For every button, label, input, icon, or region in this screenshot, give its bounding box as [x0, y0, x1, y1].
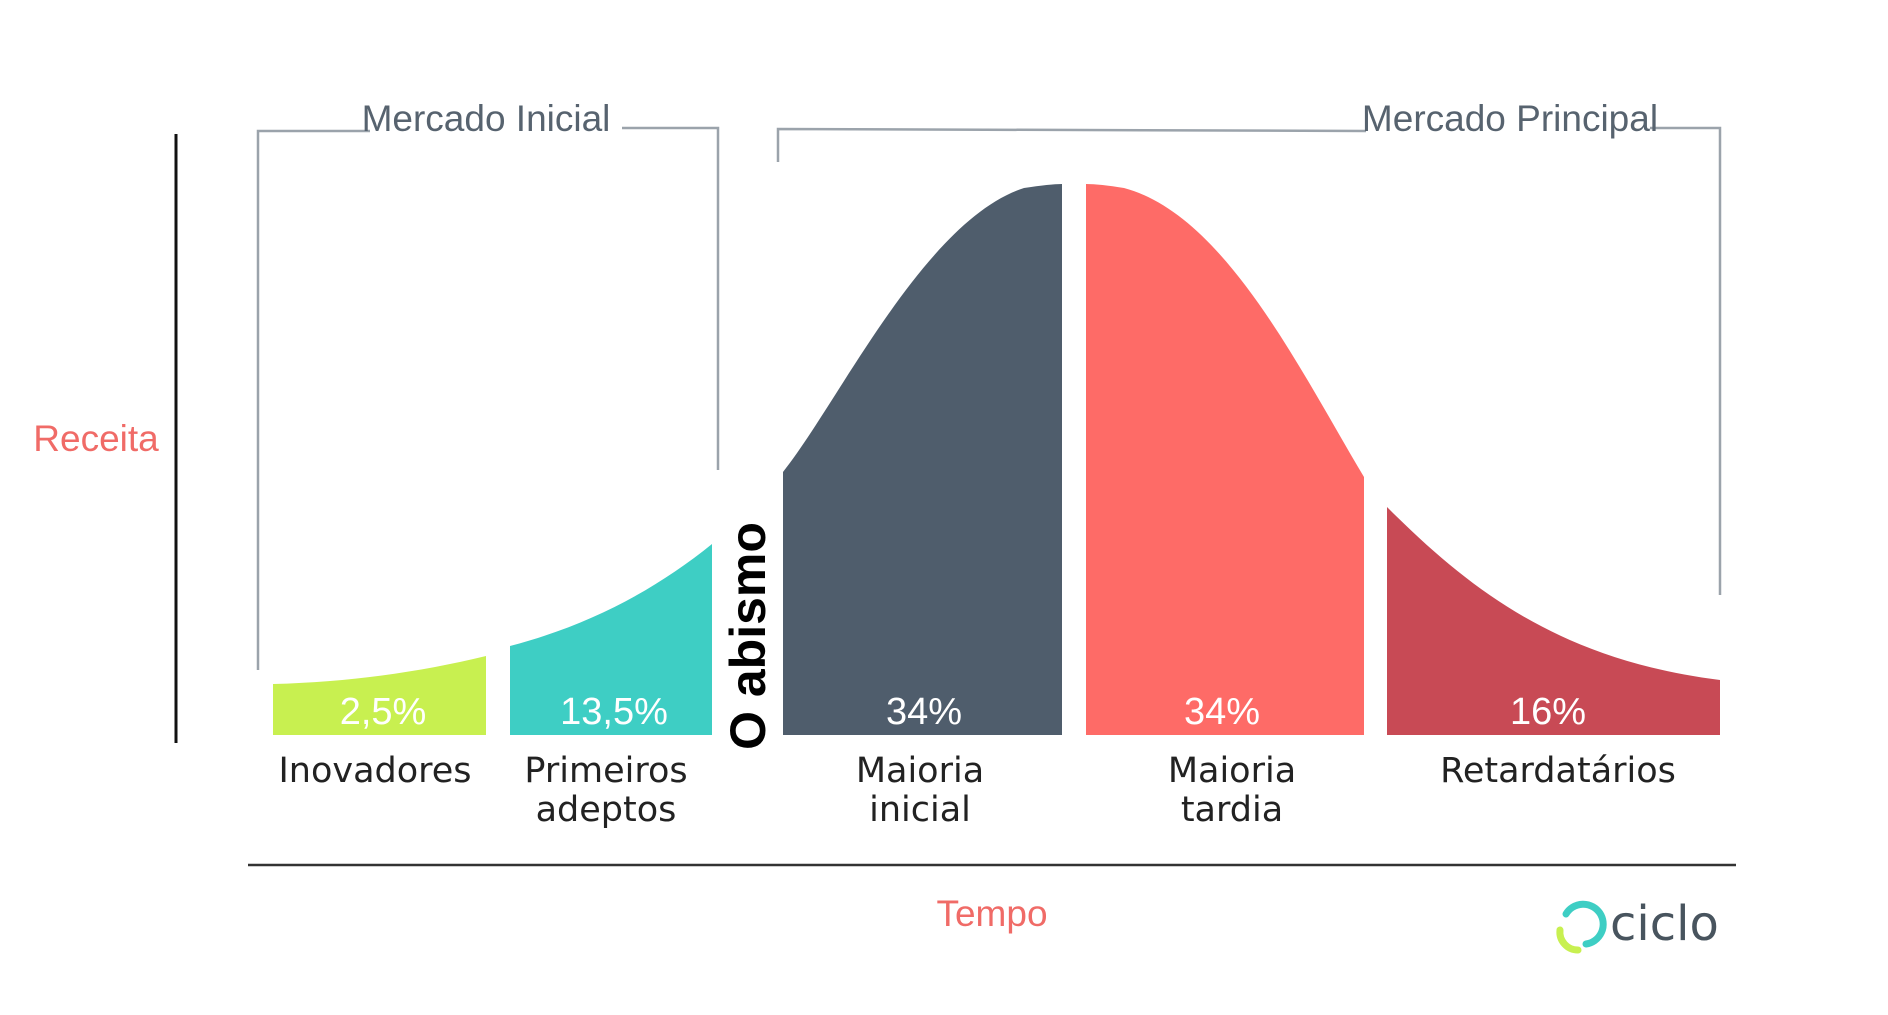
- ciclo-logo-icon: [1556, 900, 1607, 954]
- segment-innovators-label: Inovadores: [278, 751, 471, 791]
- segment-late-majority-percent: 34%: [1184, 691, 1260, 733]
- main-market-label: Mercado Principal: [1362, 98, 1658, 139]
- segment-late-majority-label-line2: tardia: [1181, 790, 1283, 830]
- segment-early-majority-percent: 34%: [886, 691, 962, 733]
- chasm-label: O abismo: [720, 522, 776, 750]
- segment-innovators-area: [273, 656, 486, 735]
- segment-early-adopters-percent: 13,5%: [560, 691, 668, 733]
- segment-late-majority-label-line1: Maioria: [1168, 751, 1296, 791]
- segment-early-majority-area: [783, 184, 1062, 735]
- segment-early-majority-label-line2: inicial: [869, 790, 971, 830]
- ciclo-logo: ciclo: [1556, 896, 1719, 954]
- segment-early-adopters-label-line1: Primeiros: [524, 751, 687, 791]
- main-market-bracket: Mercado Principal: [776, 98, 1722, 595]
- segment-early-majority-label-line1: Maioria: [856, 751, 984, 791]
- x-axis-label: Tempo: [936, 893, 1047, 934]
- segment-laggards-label: Retardatários: [1440, 751, 1676, 791]
- segment-early-adopters-area: [510, 544, 712, 735]
- initial-market-label: Mercado Inicial: [362, 98, 611, 139]
- segment-laggards-percent: 16%: [1510, 691, 1586, 733]
- initial-market-bracket: Mercado Inicial: [256, 98, 720, 670]
- segment-late-majority-area: [1086, 184, 1364, 735]
- segment-laggards-area: [1387, 507, 1720, 735]
- y-axis-label: Receita: [33, 418, 159, 459]
- ciclo-logo-text: ciclo: [1610, 896, 1719, 952]
- segment-innovators-percent: 2,5%: [340, 691, 427, 733]
- segment-early-adopters-label-line2: adeptos: [536, 790, 677, 830]
